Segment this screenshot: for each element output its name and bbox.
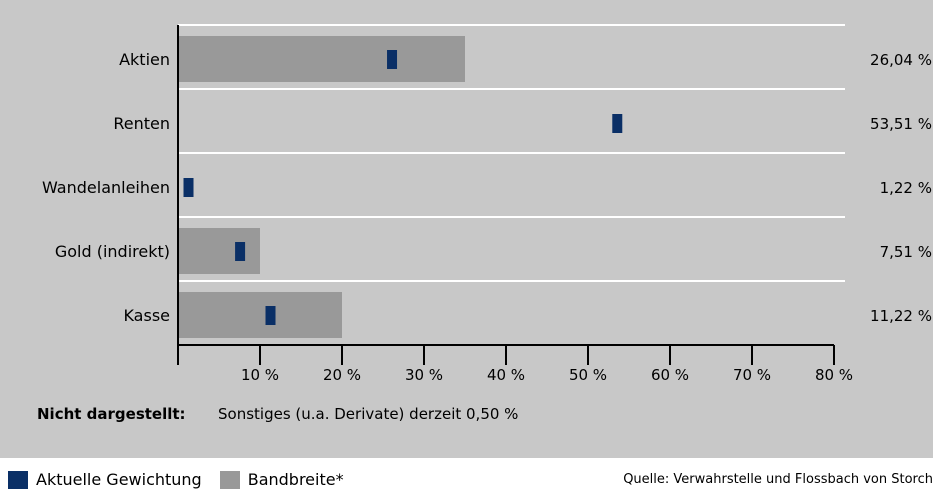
current-marker-0 (387, 50, 398, 69)
current-marker-4 (265, 306, 276, 325)
legend-label-range: Bandbreite* (247, 470, 344, 489)
note-label: Nicht dargestellt: (37, 405, 186, 423)
x-tick-label-0: 10 % (241, 366, 279, 384)
range-bar-3 (178, 228, 260, 274)
source-note: Quelle: Verwahrstelle und Flossbach von … (623, 472, 933, 487)
value-label-2: 1,22 % (880, 179, 932, 197)
current-marker-2 (183, 178, 194, 197)
x-tick-label-5: 60 % (651, 366, 689, 384)
legend: Aktuelle Gewichtung Bandbreite* (8, 470, 344, 489)
category-label-0: Aktien (119, 50, 170, 69)
x-tick-label-2: 30 % (405, 366, 443, 384)
value-label-3: 7,51 % (880, 243, 932, 261)
current-marker-3 (235, 242, 246, 261)
category-label-4: Kasse (123, 306, 170, 325)
chart-panel: Aktien 26,04 % Renten 53,51 % Wandelanleihen… (0, 0, 933, 458)
x-tick-label-3: 40 % (487, 366, 525, 384)
allocation-chart: Aktien 26,04 % Renten 53,51 % Wandelanleihen… (42, 24, 932, 384)
x-tick-label-6: 70 % (733, 366, 771, 384)
value-label-4: 11,22 % (870, 307, 932, 325)
category-label-3: Gold (indirekt) (55, 242, 170, 261)
category-label-1: Renten (113, 114, 170, 133)
note-text: Sonstiges (u.a. Derivate) derzeit 0,50 % (218, 405, 519, 423)
value-label-1: 53,51 % (870, 115, 932, 133)
current-marker-1 (612, 114, 623, 133)
category-label-2: Wandelanleihen (42, 178, 170, 197)
legend-swatch-range (219, 470, 240, 489)
x-tick-label-1: 20 % (323, 366, 361, 384)
legend-label-current: Aktuelle Gewichtung (36, 470, 202, 489)
range-bar-0 (178, 36, 465, 82)
value-label-0: 26,04 % (870, 51, 932, 69)
x-tick-label-7: 80 % (815, 366, 853, 384)
legend-swatch-current (8, 470, 28, 489)
range-bar-4 (178, 292, 342, 338)
x-tick-label-4: 50 % (569, 366, 607, 384)
